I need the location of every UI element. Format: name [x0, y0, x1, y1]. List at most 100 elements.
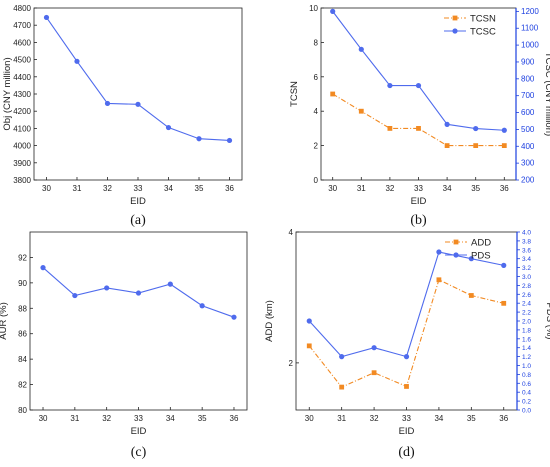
x-axis-label: EID [130, 196, 146, 207]
data-point-circle [135, 101, 141, 107]
y2-tick-label: 3.2 [522, 265, 531, 272]
y-tick-label: 0 [314, 176, 319, 185]
y2-tick-label: 2.2 [522, 310, 531, 317]
y2-tick-label: 0.6 [522, 381, 531, 388]
series-line-tcsn [332, 93, 505, 147]
y-tick-label: 86 [18, 330, 27, 339]
legend: TCSN TCSC [444, 14, 496, 38]
panel-label: (d) [398, 445, 415, 460]
x-tick-label: 32 [385, 184, 394, 193]
y2-tick-label: 0.2 [522, 399, 531, 406]
x-tick-label: 31 [70, 414, 79, 423]
data-point-square [339, 384, 345, 390]
legend: ADD PDS [445, 238, 491, 262]
y2-axis-label: PDS (%) [544, 303, 550, 340]
y-tick-label: 4200 [13, 107, 31, 116]
y-tick-label: 4 [289, 228, 294, 237]
x-tick-label: 30 [42, 184, 51, 193]
data-point-circle [371, 345, 377, 351]
y2-tick-label: 0.0 [522, 408, 531, 415]
y2-axis-label: TCSC (CNY million) [543, 52, 550, 136]
y-tick-label: 4700 [13, 21, 31, 30]
panel-label: (a) [130, 213, 146, 228]
y2-tick-label: 1.0 [522, 363, 531, 370]
legend-swatch-marker [452, 15, 458, 21]
y2-tick-label: 400 [521, 142, 535, 151]
legend-label: PDS [471, 251, 491, 262]
y-tick-label: 10 [309, 4, 318, 13]
x-tick-label: 33 [414, 184, 423, 193]
x-tick-label: 30 [39, 414, 48, 423]
chart-panel-a: 3800 3900 4000 4100 4200 4300 4400 4500 4600 4700… [2, 4, 243, 228]
x-tick-label: 32 [370, 414, 379, 423]
y-tick-label: 88 [18, 304, 27, 313]
data-point-circle [43, 14, 50, 21]
data-point-circle [165, 124, 172, 131]
data-point-circle [226, 137, 233, 144]
y2-tick-label: 0.4 [522, 390, 531, 397]
y2-tick-label: 1.4 [522, 345, 531, 352]
y2-tick-label: 500 [521, 125, 535, 134]
y2-tick-label: 3.6 [522, 247, 531, 254]
data-point-circle [135, 290, 142, 296]
y-tick-label: 8 [314, 38, 319, 47]
x-tick-label: 35 [467, 414, 476, 423]
x-tick-label: 34 [164, 184, 173, 193]
panel-label: (b) [410, 213, 427, 228]
x-tick-label: 32 [102, 414, 111, 423]
y2-tick-label: 1100 [521, 24, 539, 33]
data-point-square [501, 300, 507, 306]
y-tick-label: 4400 [13, 73, 31, 82]
y-axis-label: Obj (CNY million) [2, 57, 13, 130]
legend-label: ADD [471, 238, 491, 249]
x-tick-label: 31 [73, 184, 82, 193]
data-point-square [306, 343, 312, 349]
data-point-square [436, 277, 442, 283]
plot-frame [29, 231, 248, 411]
legend-swatch-marker [453, 239, 459, 245]
y-tick-label: 84 [18, 355, 27, 364]
y2-tick-label: 2.6 [522, 292, 531, 299]
x-tick-label: 36 [230, 414, 239, 423]
y2-tick-label: 4.0 [522, 230, 531, 237]
y2-tick-label: 600 [521, 108, 535, 117]
series-line-pds [308, 251, 504, 358]
x-tick-label: 35 [195, 184, 204, 193]
y-axis-label: ADD (km) [264, 300, 275, 342]
legend-label: TCSN [470, 14, 496, 25]
x-tick-label: 36 [499, 414, 508, 423]
y2-tick-label: 1.2 [522, 354, 531, 361]
x-axis-label: EID [131, 426, 147, 437]
panel-label: (c) [131, 445, 147, 460]
y2-tick-label: 2.0 [522, 319, 531, 326]
y2-tick-label: 900 [521, 57, 535, 66]
data-point-circle [339, 354, 345, 360]
data-point-square [387, 126, 393, 131]
data-point-circle [74, 58, 80, 64]
y2-tick-label: 2.8 [522, 283, 531, 290]
x-tick-label: 36 [500, 184, 509, 193]
y-tick-label: 4800 [13, 4, 31, 13]
data-point-circle [196, 136, 202, 142]
data-point-circle [104, 285, 110, 291]
data-point-square [416, 126, 421, 131]
data-point-circle [199, 303, 205, 309]
y-tick-label: 6 [314, 73, 319, 82]
x-axis-label: EID [411, 196, 427, 207]
y2-tick-label: 1.6 [522, 336, 531, 343]
y2-tick-label: 1000 [521, 41, 539, 50]
plot-frame [33, 7, 243, 181]
series-line-add [308, 278, 504, 388]
y-axis-label: AUR (%) [0, 302, 9, 339]
y-tick-label: 4000 [13, 142, 31, 151]
y2-tick-label: 3.8 [522, 238, 531, 245]
data-point-circle [501, 127, 507, 133]
x-tick-label: 34 [434, 414, 443, 423]
x-tick-label: 36 [225, 184, 234, 193]
x-tick-label: 31 [337, 414, 346, 423]
legend-swatch-marker [453, 252, 459, 258]
legend-label: TCSC [470, 27, 496, 38]
data-point-circle [330, 8, 336, 14]
x-tick-label: 31 [357, 184, 366, 193]
x-tick-label: 35 [471, 184, 480, 193]
